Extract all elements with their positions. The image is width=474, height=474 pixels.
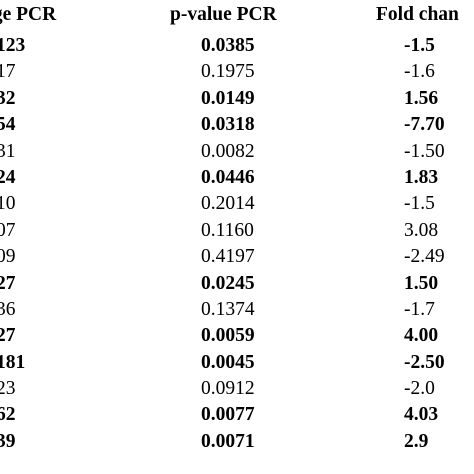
table-row: 09 0.4197 -2.49: [0, 244, 474, 270]
table-header-fold-change: Fold chan: [376, 4, 459, 25]
fold-change-pcr-cell: 17: [0, 61, 16, 83]
p-value-pcr-cell: 0.0245: [201, 272, 255, 294]
p-value-pcr-cell: 0.0045: [201, 351, 255, 373]
table-body: 123 0.0385 -1.5 17 0.1975 -1.6 32 0.0149 1.56 54 0…: [0, 33, 474, 455]
table-row: 39 0.0071 2.9: [0, 429, 474, 455]
p-value-pcr-cell: 0.4197: [201, 246, 255, 268]
fold-change-cell: 1.50: [404, 272, 439, 294]
table-row: 17 0.1975 -1.6: [0, 59, 474, 85]
fold-change-pcr-cell: 23: [0, 378, 16, 400]
fold-change-cell: 3.08: [404, 219, 439, 241]
table-row: 27 0.0059 4.00: [0, 323, 474, 349]
fold-change-pcr-cell: 123: [0, 35, 26, 56]
table-row: 181 0.0045 -2.50: [0, 350, 474, 376]
table-row: 32 0.0149 1.56: [0, 86, 474, 112]
fold-change-cell: 1.56: [404, 87, 439, 109]
fold-change-cell: -1.7: [404, 298, 435, 320]
table-row: 54 0.0318 -7.70: [0, 112, 474, 138]
fold-change-cell: 4.03: [404, 404, 439, 426]
fold-change-cell: 2.9: [404, 430, 429, 452]
fold-change-cell: -2.0: [404, 378, 435, 400]
p-value-pcr-cell: 0.0912: [201, 378, 255, 400]
fold-change-cell: 4.00: [404, 325, 439, 347]
fold-change-cell: 1.83: [404, 166, 439, 188]
fold-change-pcr-cell: 10: [0, 193, 16, 215]
p-value-pcr-cell: 0.2014: [201, 193, 255, 215]
fold-change-pcr-cell: 09: [0, 246, 16, 268]
table-row: 10 0.2014 -1.5: [0, 191, 474, 217]
table-row: 23 0.0912 -2.0: [0, 376, 474, 402]
fold-change-pcr-cell: 181: [0, 351, 26, 373]
table-header-p-value-pcr: p-value PCR: [170, 4, 277, 25]
table-row: 24 0.0446 1.83: [0, 165, 474, 191]
table-row: 123 0.0385 -1.5: [0, 33, 474, 59]
table-row: 31 0.0082 -1.50: [0, 139, 474, 165]
fold-change-pcr-cell: 54: [0, 114, 16, 136]
table-row: 27 0.0245 1.50: [0, 271, 474, 297]
fold-change-cell: -1.6: [404, 61, 435, 83]
p-value-pcr-cell: 0.0059: [201, 325, 255, 347]
fold-change-pcr-cell: 31: [0, 140, 16, 162]
fold-change-pcr-cell: 24: [0, 166, 16, 188]
fold-change-cell: -2.49: [404, 246, 445, 268]
table-header-fold-change-pcr: nge PCR: [0, 4, 57, 25]
fold-change-cell: -2.50: [404, 351, 445, 373]
p-value-pcr-cell: 0.1160: [201, 219, 254, 241]
p-value-pcr-cell: 0.0077: [201, 404, 255, 426]
table-row: 36 0.1374 -1.7: [0, 297, 474, 323]
fold-change-pcr-cell: 07: [0, 219, 16, 241]
p-value-pcr-cell: 0.0149: [201, 87, 255, 109]
fold-change-cell: -1.50: [404, 140, 445, 162]
p-value-pcr-cell: 0.1374: [201, 298, 255, 320]
fold-change-pcr-cell: 36: [0, 298, 16, 320]
fold-change-pcr-cell: 27: [0, 325, 16, 347]
fold-change-cell: -1.5: [404, 35, 435, 56]
table-row: 62 0.0077 4.03: [0, 402, 474, 428]
p-value-pcr-cell: 0.0318: [201, 114, 255, 136]
table-row: 07 0.1160 3.08: [0, 218, 474, 244]
p-value-pcr-cell: 0.1975: [201, 61, 255, 83]
fold-change-cell: -1.5: [404, 193, 435, 215]
fold-change-pcr-cell: 27: [0, 272, 16, 294]
fold-change-cell: -7.70: [404, 114, 445, 136]
fold-change-pcr-cell: 39: [0, 430, 16, 452]
fold-change-pcr-cell: 32: [0, 87, 16, 109]
p-value-pcr-cell: 0.0446: [201, 166, 255, 188]
fold-change-pcr-cell: 62: [0, 404, 16, 426]
p-value-pcr-cell: 0.0082: [201, 140, 255, 162]
p-value-pcr-cell: 0.0071: [201, 430, 255, 452]
p-value-pcr-cell: 0.0385: [201, 35, 255, 56]
